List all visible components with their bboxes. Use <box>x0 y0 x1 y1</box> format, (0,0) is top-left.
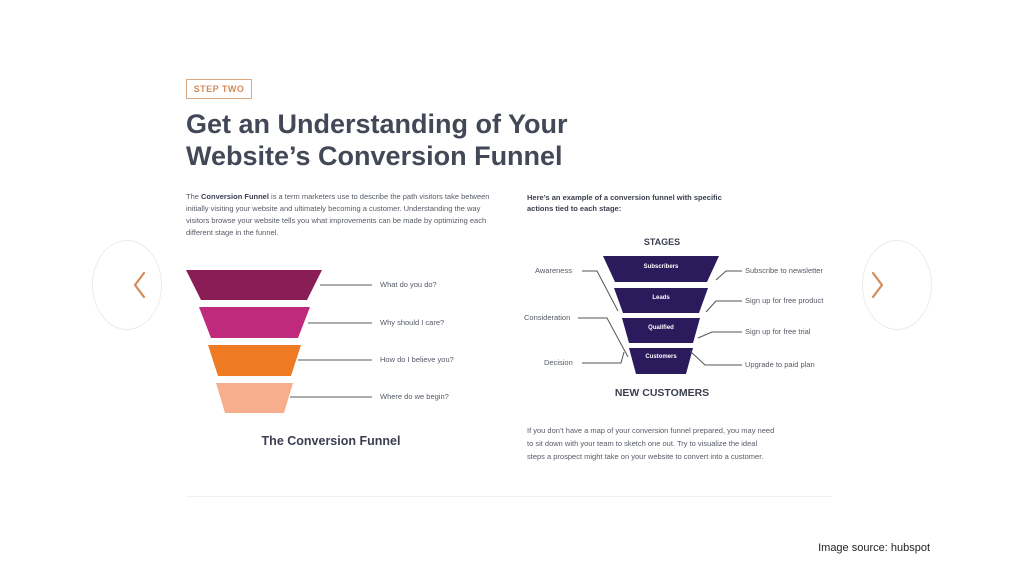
action-free-trial: Sign up for free trial <box>745 327 811 336</box>
step-badge: STEP TWO <box>186 79 252 99</box>
label-awareness: Awareness <box>535 266 572 275</box>
page-title: Get an Understanding of Your Website’s C… <box>186 108 746 172</box>
bracket-consideration <box>578 317 629 358</box>
funnel-layer-3 <box>208 345 301 376</box>
carousel-prev-button[interactable] <box>92 240 162 330</box>
intro-bold-term: Conversion Funnel <box>201 192 269 201</box>
closing-paragraph: If you don’t have a map of your conversi… <box>527 426 775 461</box>
funnel-question-2: Why should I care? <box>380 318 445 327</box>
chevron-right-icon <box>871 271 884 299</box>
example-intro: Here’s an example of a conversion funnel… <box>527 193 722 213</box>
funnel-caption: The Conversion Funnel <box>261 434 401 448</box>
stages-title: STAGES <box>643 237 681 247</box>
bracket-awareness <box>582 270 619 312</box>
stage-label-1: Subscribers <box>643 264 679 270</box>
new-customers-label: NEW CUSTOMERS <box>614 387 710 399</box>
intro-before: The <box>186 192 202 201</box>
action-paid-plan: Upgrade to paid plan <box>745 360 815 369</box>
label-consideration: Consideration <box>524 313 571 322</box>
stage-label-4: Customers <box>645 354 677 360</box>
bottom-divider <box>186 496 832 497</box>
conversion-funnel-diagram <box>186 270 372 413</box>
label-decision: Decision <box>544 358 573 367</box>
stage-label-3: Qualified <box>648 325 674 331</box>
funnel-layer-2 <box>199 307 310 338</box>
title-line-1: Get an Understanding of Your <box>186 109 568 139</box>
stage-shape-3 <box>622 318 700 343</box>
stage-shape-4 <box>629 348 693 374</box>
carousel-next-button[interactable] <box>862 240 932 330</box>
stage-shape-2 <box>614 288 708 313</box>
connector-free-product <box>705 300 742 313</box>
connector-newsletter <box>715 270 742 281</box>
funnel-layer-1 <box>186 270 322 300</box>
connector-free-trial <box>697 331 742 339</box>
funnel-question-3: How do I believe you? <box>380 355 454 364</box>
funnel-question-4: Where do we begin? <box>380 392 449 401</box>
connector-paid-plan <box>689 350 742 366</box>
funnel-question-1: What do you do? <box>380 280 437 289</box>
stage-shape-1 <box>603 256 719 282</box>
title-line-2: Website’s Conversion Funnel <box>186 141 563 171</box>
image-source-caption: Image source: hubspot <box>818 542 930 554</box>
action-free-product: Sign up for free product <box>745 296 824 305</box>
stage-label-2: Leads <box>652 295 670 301</box>
action-newsletter: Subscribe to newsletter <box>745 266 823 275</box>
intro-paragraph: The Conversion Funnel is a term marketer… <box>186 191 491 239</box>
funnel-layer-4 <box>216 383 293 413</box>
intro-after: is a term marketers use to describe the … <box>186 192 490 237</box>
stages-funnel-diagram <box>578 256 742 374</box>
bracket-decision <box>582 351 625 364</box>
chevron-left-icon <box>133 271 146 299</box>
